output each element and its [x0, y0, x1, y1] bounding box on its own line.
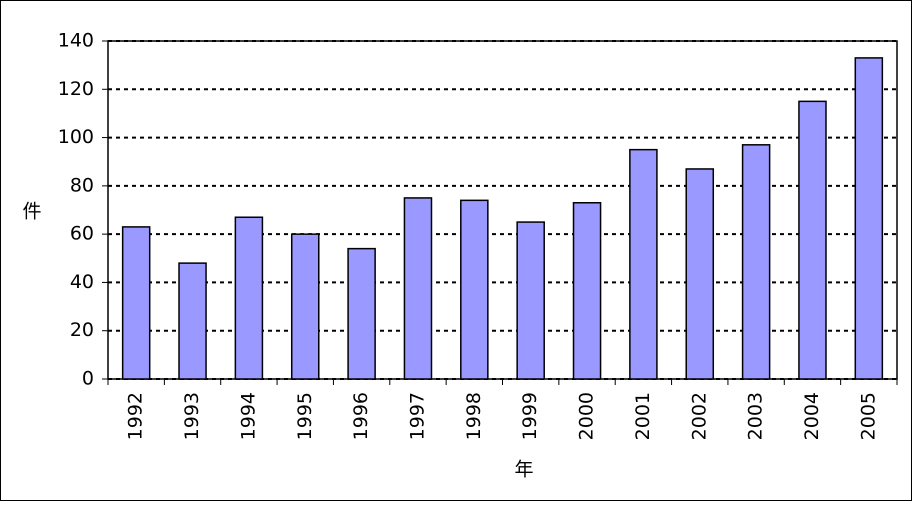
x-axis-label: 年: [514, 459, 533, 481]
bar: [516, 221, 545, 380]
bar: [629, 148, 658, 380]
y-tick-label: 40: [70, 271, 94, 293]
x-tick-label: 2000: [576, 392, 598, 440]
x-tick-label: 1997: [406, 392, 428, 440]
x-tick-label: 1999: [519, 392, 541, 440]
y-tick-label: 120: [58, 78, 94, 100]
bar: [403, 197, 433, 380]
y-axis-label: 件: [22, 201, 41, 223]
bar: [347, 247, 376, 380]
bar: [121, 226, 151, 380]
x-tick-label: 2001: [632, 392, 654, 440]
x-tick-label: 2005: [857, 392, 879, 440]
y-tick-label: 60: [70, 223, 94, 245]
x-tick-label: 1996: [350, 392, 372, 440]
bar: [460, 199, 489, 380]
x-tick-label: 1992: [125, 392, 147, 440]
y-tick-label: 100: [58, 126, 94, 148]
y-tick-label: 20: [70, 319, 94, 341]
x-tick-label: 1995: [294, 392, 316, 440]
x-tick-label: 2004: [801, 392, 823, 440]
bar: [572, 202, 602, 380]
bar: [234, 216, 264, 380]
y-tick-label: 80: [70, 174, 94, 196]
bar: [854, 57, 884, 380]
bar: [178, 262, 207, 380]
x-tick-label: 2003: [745, 392, 767, 440]
y-tick-label: 0: [82, 368, 94, 390]
bar: [685, 168, 715, 380]
x-tick-label: 1994: [237, 392, 259, 440]
bar: [290, 233, 320, 380]
bar: [798, 100, 827, 380]
x-tick-label: 1993: [181, 392, 203, 440]
x-tick-label: 1998: [463, 392, 485, 440]
bar: [741, 144, 771, 380]
x-tick-label: 2002: [688, 392, 710, 440]
y-tick-label: 140: [58, 30, 94, 52]
